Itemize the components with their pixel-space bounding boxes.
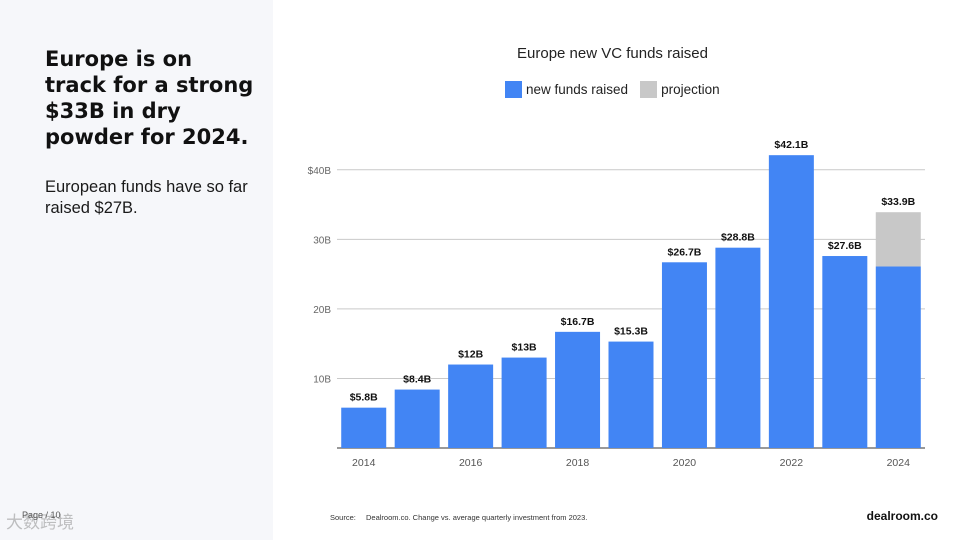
chart-title: Europe new VC funds raised (517, 45, 708, 62)
x-tick-label-2014: 2014 (352, 457, 376, 469)
y-tick-label: 30B (313, 235, 331, 246)
headline: Europe is on track for a strong $33B in … (45, 47, 254, 149)
bar-new-funds-2015 (394, 389, 440, 448)
x-tick-label-2020: 2020 (673, 457, 697, 469)
bar-new-funds-2017 (501, 357, 547, 448)
bar-new-funds-2016 (448, 364, 494, 448)
page-number: Page / 10 (22, 510, 61, 520)
data-label-2016: $12B (458, 349, 484, 361)
bar-new-funds-2020 (661, 262, 707, 448)
brand-logo: dealroom.co (866, 509, 938, 523)
data-label-2015: $8.4B (403, 374, 431, 386)
x-tick-label-2018: 2018 (566, 457, 590, 469)
data-label-2023: $27.6B (828, 240, 862, 252)
legend-swatch-projection (640, 81, 658, 98)
left-panel: Europe is on track for a strong $33B in … (0, 0, 273, 540)
subtext: European funds have so far raised $27B. (45, 178, 248, 217)
watermark: 大数跨境 (6, 513, 74, 533)
bar-new-funds-2019 (608, 341, 654, 448)
bar-new-funds-2021 (715, 247, 761, 448)
data-label-2024: $33.9B (881, 196, 915, 208)
chart-legend: new funds raised projection (505, 81, 732, 98)
source-text: Dealroom.co. Change vs. average quarterl… (366, 513, 588, 522)
y-tick-label: 10B (313, 374, 331, 385)
bar-new-funds-2024 (875, 266, 921, 448)
bar-new-funds-2018 (555, 331, 601, 448)
bar-projection-2024 (875, 212, 921, 267)
data-label-2014: $5.8B (350, 392, 378, 404)
legend-item-projection: projection (640, 81, 720, 98)
data-label-2017: $13B (512, 342, 538, 354)
data-label-2020: $26.7B (668, 246, 702, 258)
data-label-2019: $15.3B (614, 326, 648, 338)
y-tick-label: 20B (313, 305, 331, 316)
legend-swatch-new-funds (505, 81, 522, 98)
legend-label-new-funds: new funds raised (526, 82, 629, 97)
x-tick-label-2016: 2016 (459, 457, 483, 469)
bar-new-funds-2014 (341, 407, 387, 448)
data-label-2022: $42.1B (774, 139, 808, 151)
legend-item-new-funds: new funds raised (505, 81, 628, 98)
legend-label-projection: projection (661, 82, 720, 97)
bar-new-funds-2022 (768, 155, 814, 448)
bar-new-funds-2023 (822, 256, 868, 448)
source-label: Source: (330, 513, 356, 522)
y-tick-label: $40B (308, 166, 332, 177)
data-label-2018: $16.7B (561, 316, 595, 328)
data-label-2021: $28.8B (721, 232, 755, 244)
x-tick-label-2022: 2022 (780, 457, 804, 469)
x-tick-label-2024: 2024 (887, 457, 911, 469)
